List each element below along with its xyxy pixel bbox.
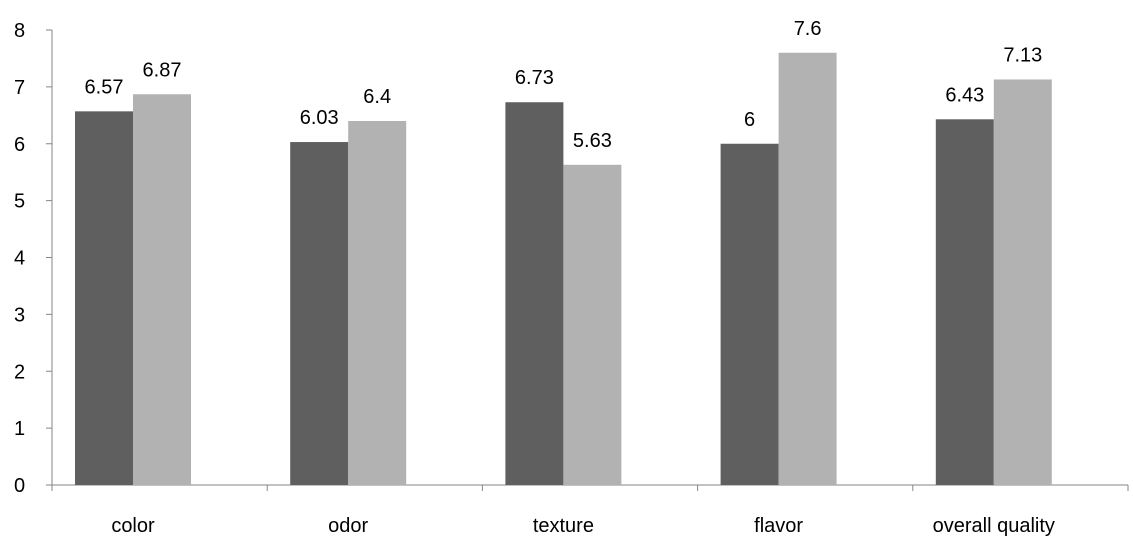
data-label: 7.13 [1003, 44, 1042, 66]
bars [75, 52, 1052, 486]
x-tick-label-odor: odor [328, 515, 368, 536]
y-tick-label: 6 [14, 134, 25, 156]
data-labels: 6.57 6.87 6.03 6.4 6.73 5.63 6 7.6 6.43 7.13 [85, 18, 1043, 152]
y-tick-label: 1 [14, 418, 25, 440]
y-tick-label: 8 [14, 20, 25, 42]
data-label: 6.87 [143, 59, 182, 81]
data-label: 5.63 [573, 130, 612, 152]
bar-odor-series-1 [290, 142, 349, 485]
bar-color-series-2 [133, 94, 191, 486]
data-label: 6.4 [363, 86, 391, 108]
bar-flavor-series-1 [720, 143, 779, 485]
y-tick-label: 2 [14, 361, 25, 383]
bar-overall-quality-series-2 [993, 79, 1052, 485]
y-tick-label: 7 [14, 77, 25, 99]
data-label: 6.43 [945, 84, 984, 106]
x-tick-label-flavor: flavor [754, 515, 803, 536]
bar-color-series-1 [75, 111, 133, 486]
x-tick-label-texture: texture [533, 515, 594, 536]
data-label: 6 [744, 109, 755, 131]
data-label: 6.73 [515, 67, 554, 89]
x-tick-label-overall-quality: overall quality [933, 515, 1055, 536]
bar-flavor-series-2 [778, 52, 837, 485]
y-axis: 0 1 2 3 4 5 6 7 8 [14, 20, 53, 497]
y-tick-label: 4 [14, 248, 25, 270]
y-tick-label: 3 [14, 304, 25, 326]
bar-texture-series-1 [505, 102, 564, 485]
data-label: 6.57 [85, 76, 124, 98]
bar-texture-series-2 [563, 164, 622, 485]
y-tick-label: 5 [14, 191, 25, 213]
y-tick-label: 0 [14, 475, 25, 497]
x-tick-label-color: color [111, 515, 155, 536]
data-label: 6.03 [300, 107, 339, 129]
bar-overall-quality-series-1 [935, 119, 994, 485]
bar-odor-series-2 [348, 121, 407, 485]
x-axis: color odor texture flavor overall quality [51, 484, 1129, 537]
data-label: 7.6 [794, 18, 822, 40]
